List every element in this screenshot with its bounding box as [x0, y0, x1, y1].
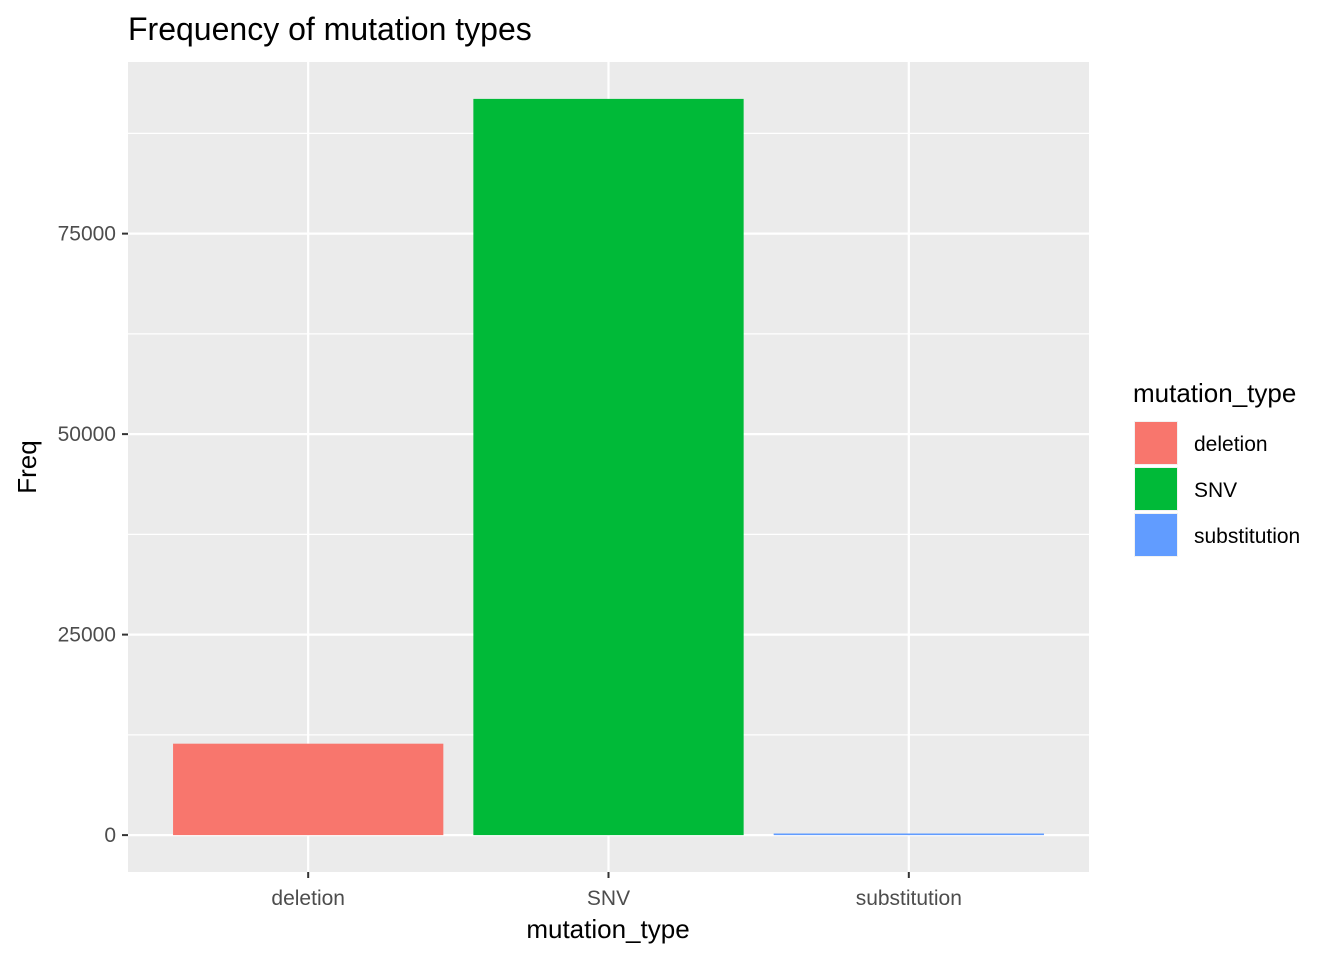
y-axis-title: Freq [12, 440, 42, 493]
y-axis: 0 25000 50000 75000 [58, 223, 128, 847]
legend-swatch-substitution [1135, 514, 1177, 556]
bar-snv [473, 98, 744, 836]
chart-title: Frequency of mutation types [128, 11, 532, 47]
bar-substitution [773, 833, 1044, 836]
x-axis-title: mutation_type [526, 914, 689, 944]
legend-label: deletion [1194, 433, 1268, 456]
legend-label: substitution [1194, 525, 1300, 548]
x-tick-label: SNV [587, 887, 630, 910]
legend-title: mutation_type [1133, 378, 1296, 408]
legend: mutation_type deletion SNV substitution [1133, 378, 1300, 557]
bars-group [173, 98, 1044, 836]
x-axis: deletion SNV substitution [271, 872, 962, 910]
y-tick-label: 0 [104, 824, 116, 847]
y-tick-label: 25000 [58, 624, 116, 647]
legend-swatch-deletion [1135, 422, 1177, 464]
y-tick-label: 75000 [58, 223, 116, 246]
x-tick-label: deletion [271, 887, 345, 910]
y-tick-label: 50000 [58, 423, 116, 446]
legend-label: SNV [1194, 479, 1237, 502]
x-tick-label: substitution [856, 887, 962, 910]
bar-deletion [173, 743, 444, 836]
legend-swatch-snv [1135, 468, 1177, 510]
